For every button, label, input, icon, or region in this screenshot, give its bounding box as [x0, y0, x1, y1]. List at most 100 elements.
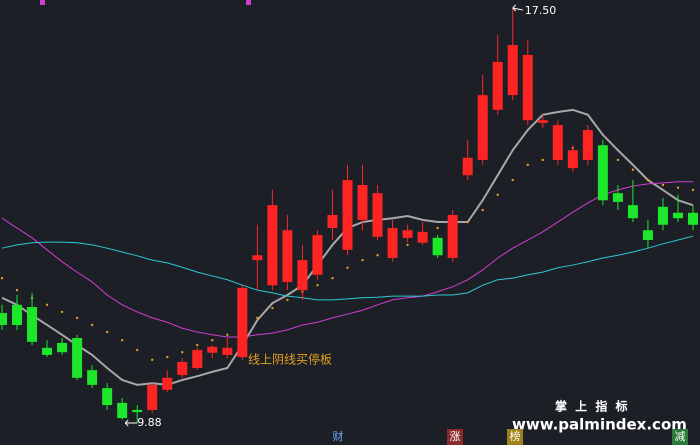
- candle-body: [402, 230, 413, 238]
- plot-area: 17.50 9.88: [0, 4, 698, 429]
- dot: [75, 316, 79, 320]
- candle-body: [597, 145, 608, 201]
- dot: [316, 284, 319, 287]
- candle-body: [432, 237, 443, 256]
- tab-bg: [672, 429, 688, 445]
- candle-body: [0, 312, 7, 325]
- low-label: 9.88: [137, 416, 162, 429]
- candle-body: [57, 342, 68, 353]
- tab-bg: [507, 429, 523, 445]
- url: www.palmindex.com: [512, 416, 687, 434]
- candle-body: [87, 370, 98, 385]
- dot: [60, 310, 64, 314]
- candle-body: [507, 45, 518, 96]
- dot: [45, 303, 49, 307]
- candle-body: [267, 205, 278, 286]
- candle-body: [282, 230, 293, 282]
- dot: [196, 343, 199, 347]
- dot: [511, 178, 514, 182]
- candle-body: [642, 230, 653, 241]
- dot: [166, 355, 169, 359]
- candle-body: [417, 231, 428, 243]
- candle-body: [552, 125, 563, 160]
- candle-body: [192, 350, 203, 368]
- dot: [676, 186, 680, 189]
- pointer: [124, 419, 138, 427]
- dot: [631, 168, 635, 171]
- candle-body: [657, 206, 668, 225]
- dot: [526, 163, 529, 167]
- dot: [286, 298, 289, 302]
- candle-body: [447, 214, 458, 258]
- brand: 掌 上 指 标: [555, 399, 630, 414]
- candle-body: [357, 185, 368, 220]
- candle-body: [537, 120, 548, 123]
- dot: [646, 178, 650, 182]
- candle-body: [522, 54, 533, 121]
- candle-body: [462, 157, 473, 176]
- tabs: 财涨榜减: [330, 429, 688, 445]
- candle-body: [42, 347, 53, 355]
- dot: [181, 350, 184, 354]
- candle-body: [627, 205, 638, 219]
- dot: [346, 266, 349, 269]
- candle-body: [132, 409, 143, 413]
- candle-body: [342, 180, 353, 250]
- candle-body: [27, 306, 38, 342]
- tab[interactable]: 财: [333, 429, 344, 443]
- candle-body: [177, 362, 188, 376]
- marker: [40, 0, 45, 5]
- dot: [406, 243, 409, 247]
- dot: [15, 288, 19, 292]
- candle-body: [72, 338, 83, 378]
- candle-body: [327, 214, 338, 229]
- dot: [120, 339, 124, 342]
- dot: [541, 158, 544, 162]
- dot: [256, 316, 259, 320]
- dot: [271, 306, 274, 310]
- dot: [481, 208, 484, 212]
- annotation: 线上阴线买停板: [248, 352, 332, 367]
- candle-body: [297, 260, 308, 291]
- candle-body: [117, 402, 128, 419]
- dot: [616, 158, 620, 162]
- candle-body: [492, 61, 503, 110]
- dot: [691, 188, 695, 192]
- pointer: [512, 4, 523, 12]
- candle-body: [372, 193, 383, 237]
- candle-body: [672, 212, 683, 219]
- watermark-bg: [505, 412, 700, 445]
- dot: [361, 258, 364, 262]
- dot: [226, 333, 229, 336]
- candle-body: [12, 304, 23, 325]
- dot: [151, 358, 154, 362]
- tab[interactable]: 榜: [510, 429, 521, 443]
- marker: [246, 0, 251, 5]
- dot: [496, 193, 499, 197]
- dot: [211, 339, 214, 342]
- dot: [90, 323, 94, 327]
- tab-bg: [447, 429, 463, 445]
- tab[interactable]: 减: [675, 430, 686, 443]
- dot: [661, 183, 665, 187]
- dot: [135, 348, 139, 352]
- indicator-line: [1, 181, 693, 338]
- tab[interactable]: 涨: [450, 430, 461, 443]
- candle-body: [477, 95, 488, 160]
- candle-body: [147, 384, 158, 410]
- tab-bg: [330, 429, 346, 445]
- dot: [0, 276, 4, 280]
- candle-body: [612, 193, 623, 202]
- indicator-line: [1, 235, 694, 301]
- candle-body: [237, 287, 248, 358]
- dot: [331, 276, 334, 280]
- candle-body: [567, 150, 578, 169]
- dot: [466, 220, 469, 224]
- dot: [105, 330, 109, 334]
- candle-body: [387, 228, 398, 258]
- dot: [436, 226, 439, 230]
- candle-body: [688, 212, 698, 225]
- candle-body: [222, 347, 233, 355]
- high-label: 17.50: [525, 4, 557, 17]
